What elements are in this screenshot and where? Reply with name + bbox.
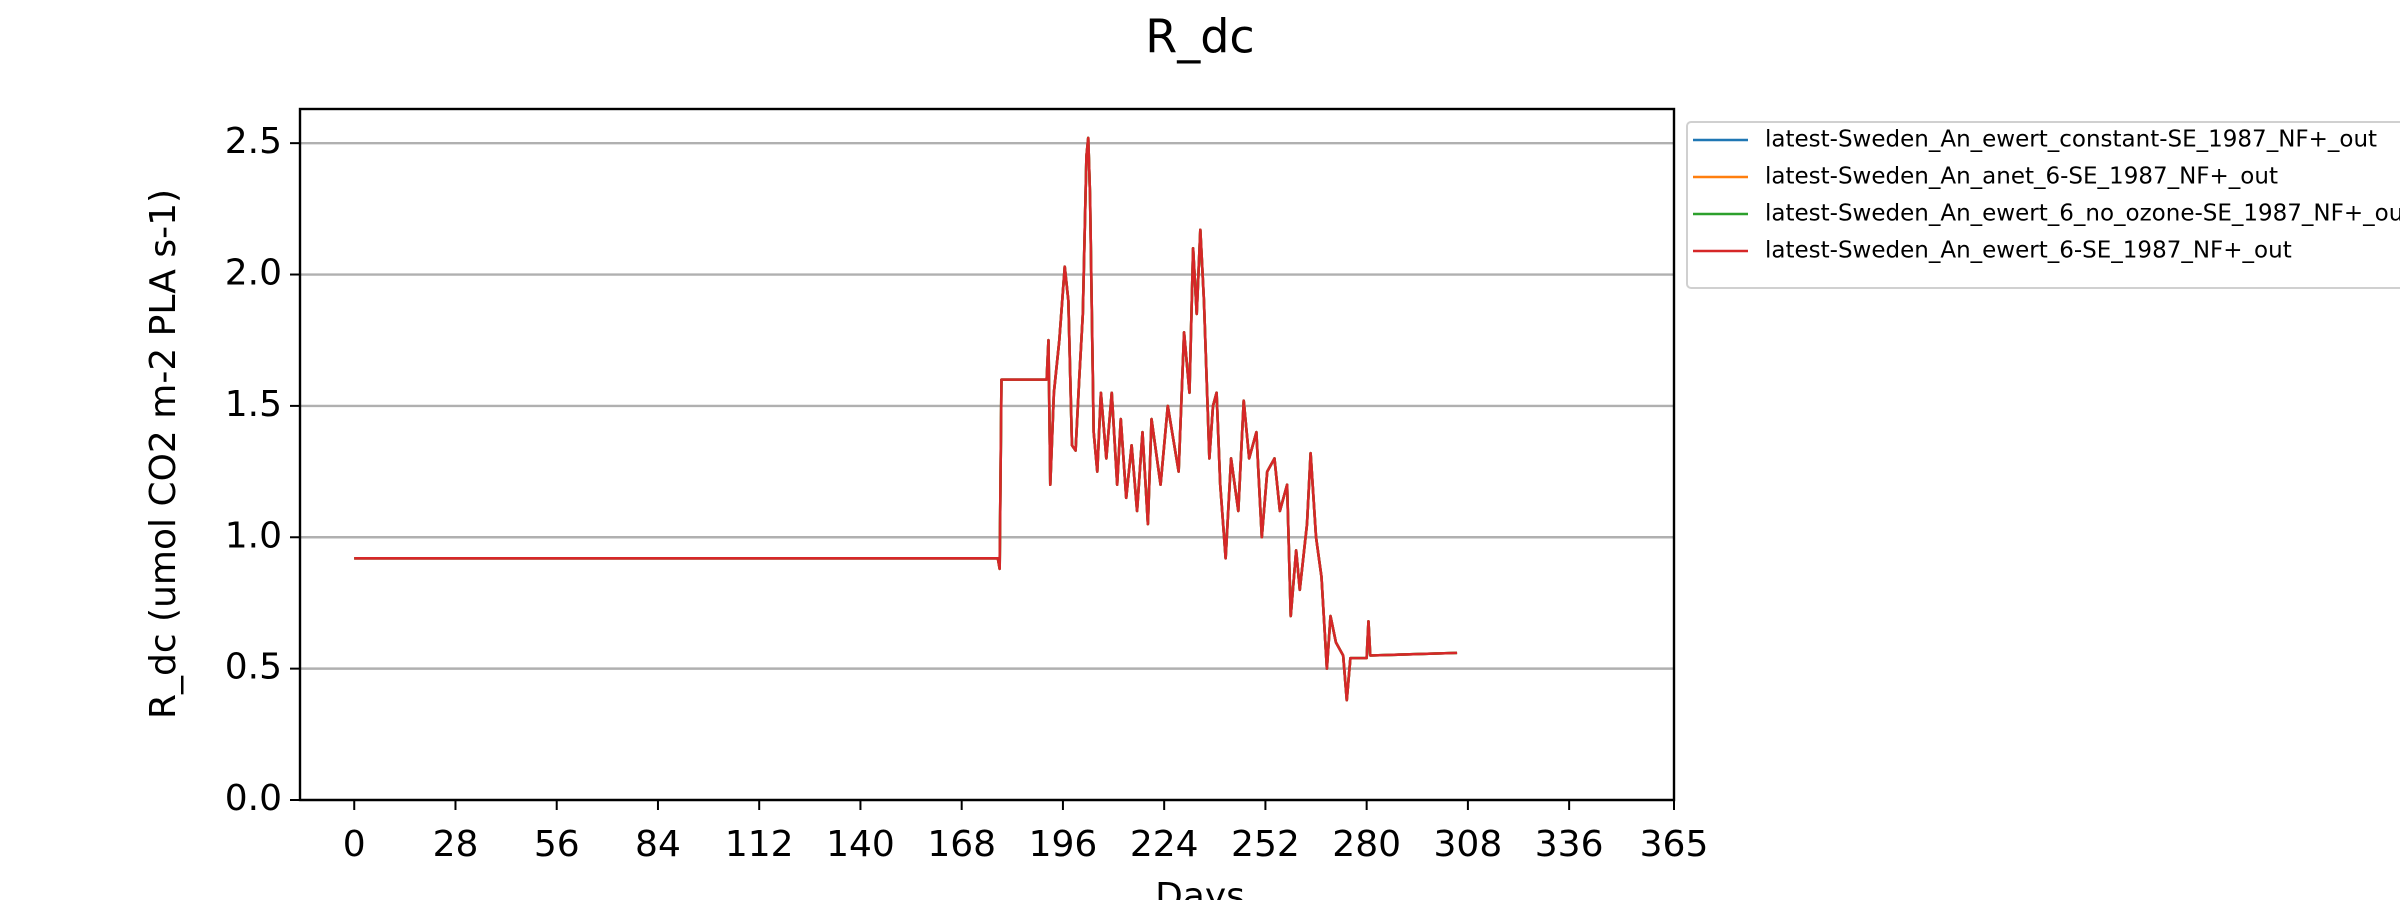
- x-tick-label: 308: [1434, 824, 1503, 865]
- legend-label: latest-Sweden_An_anet_6-SE_1987_NF+_out: [1765, 164, 2278, 190]
- chart-title: R_dc: [1145, 10, 1254, 64]
- x-tick-label: 112: [725, 824, 794, 865]
- x-tick-label: 84: [635, 824, 681, 865]
- legend-label: latest-Sweden_An_ewert_6_no_ozone-SE_198…: [1765, 201, 2400, 227]
- x-tick-label: 196: [1029, 824, 1098, 865]
- plot-frame: [298, 107, 1676, 802]
- x-tick-label: 336: [1535, 824, 1604, 865]
- y-tick-label: 2.5: [225, 121, 282, 162]
- x-tick-label: 56: [534, 824, 580, 865]
- y-axis-label: R_dc (umol CO2 m-2 PLA s-1): [143, 189, 184, 719]
- x-tick-label: 365: [1640, 824, 1709, 865]
- x-tick-label: 0: [343, 824, 366, 865]
- x-tick-label: 140: [826, 824, 895, 865]
- x-axis-label: Days: [1155, 876, 1245, 900]
- y-tick-label: 1.0: [225, 515, 282, 556]
- x-tick-label: 224: [1130, 824, 1199, 865]
- legend-label: latest-Sweden_An_ewert_constant-SE_1987_…: [1765, 127, 2377, 153]
- legend-label: latest-Sweden_An_ewert_6-SE_1987_NF+_out: [1765, 238, 2292, 264]
- x-tick-label: 252: [1231, 824, 1300, 865]
- y-tick-label: 0.5: [225, 647, 282, 688]
- y-tick-label: 0.0: [225, 778, 282, 819]
- series-line: [354, 136, 1458, 702]
- y-tick-label: 2.0: [225, 253, 282, 294]
- y-tick-label: 1.5: [225, 384, 282, 425]
- x-tick-label: 280: [1332, 824, 1401, 865]
- legend-box: [1686, 121, 2400, 289]
- x-tick-label: 168: [927, 824, 996, 865]
- x-tick-label: 28: [433, 824, 479, 865]
